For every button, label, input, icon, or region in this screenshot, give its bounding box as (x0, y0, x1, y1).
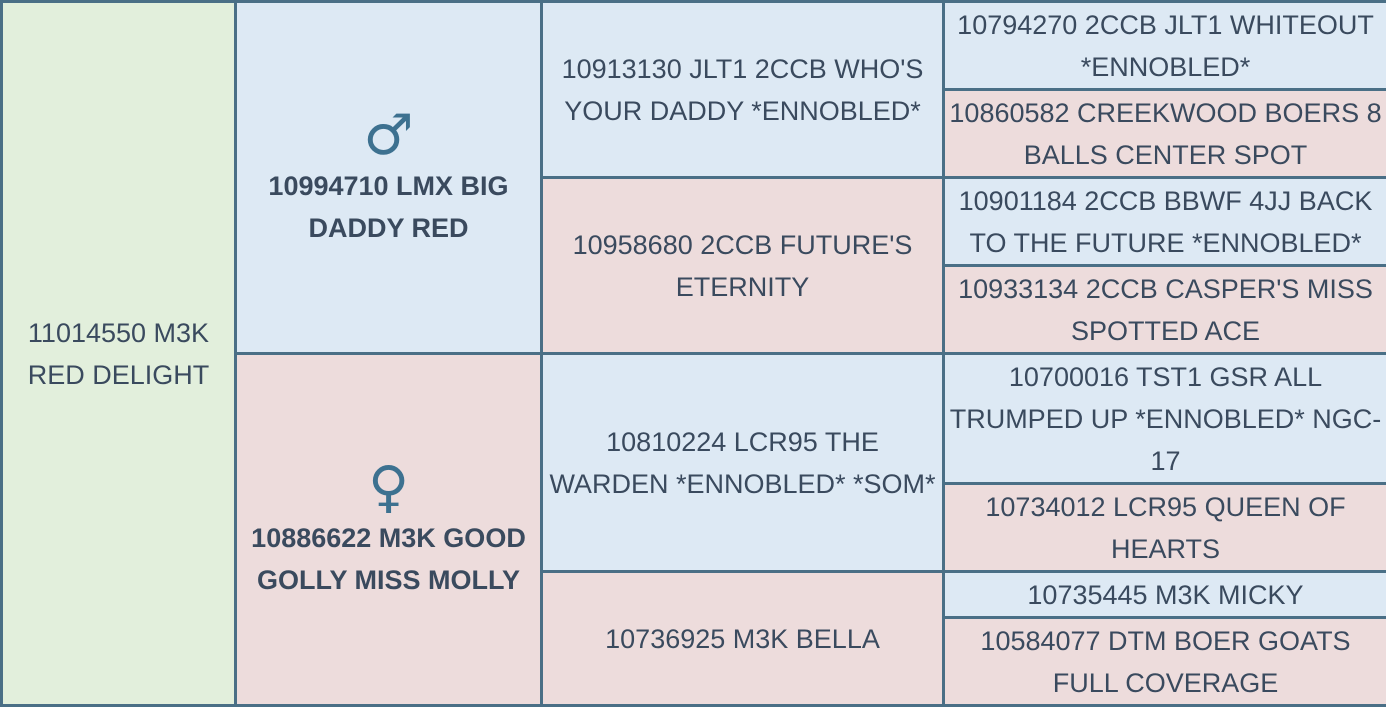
ggp-cell-8: 10584077 DTM BOER GOATS FULL COVERAGE (942, 616, 1386, 707)
ggp-name-5: 10700016 TST1 GSR ALL TRUMPED UP *ENNOBL… (949, 361, 1382, 476)
ggp-cell-4: 10933134 2CCB CASPER'S MISS SPOTTED ACE (942, 264, 1386, 355)
ggp-name-2: 10860582 CREEKWOOD BOERS 8 BALLS CENTER … (949, 97, 1382, 170)
paternal-granddam-cell: 10958680 2CCB FUTURE'S ETERNITY (540, 176, 945, 355)
ggp-name-8: 10584077 DTM BOER GOATS FULL COVERAGE (980, 625, 1351, 698)
ggp-name-6: 10734012 LCR95 QUEEN OF HEARTS (985, 491, 1346, 564)
dam-name: 10886622 M3K GOOD GOLLY MISS MOLLY (251, 522, 526, 595)
animal-cell: 11014550 M3K RED DELIGHT (0, 0, 237, 707)
paternal-grandsire-cell: 10913130 JLT1 2CCB WHO'S YOUR DADDY *ENN… (540, 0, 945, 179)
ggp-name-4: 10933134 2CCB CASPER'S MISS SPOTTED ACE (958, 273, 1373, 346)
maternal-grandsire-cell: 10810224 LCR95 THE WARDEN *ENNOBLED* *SO… (540, 352, 945, 573)
ggp-cell-5: 10700016 TST1 GSR ALL TRUMPED UP *ENNOBL… (942, 352, 1386, 485)
ggp-cell-3: 10901184 2CCB BBWF 4JJ BACK TO THE FUTUR… (942, 176, 1386, 267)
animal-name: 11014550 M3K RED DELIGHT (27, 317, 210, 390)
ggp-name-7: 10735445 M3K MICKY (1027, 579, 1304, 610)
female-symbol-icon: ♀ (367, 454, 409, 520)
maternal-grandsire-name: 10810224 LCR95 THE WARDEN *ENNOBLED* *SO… (549, 426, 936, 499)
paternal-granddam-name: 10958680 2CCB FUTURE'S ETERNITY (572, 229, 913, 302)
maternal-granddam-cell: 10736925 M3K BELLA (540, 570, 945, 707)
paternal-grandsire-name: 10913130 JLT1 2CCB WHO'S YOUR DADDY *ENN… (561, 53, 924, 126)
ggp-cell-6: 10734012 LCR95 QUEEN OF HEARTS (942, 482, 1386, 573)
ggp-name-3: 10901184 2CCB BBWF 4JJ BACK TO THE FUTUR… (958, 185, 1373, 258)
ggp-cell-1: 10794270 2CCB JLT1 WHITEOUT *ENNOBLED* (942, 0, 1386, 91)
sire-name: 10994710 LMX BIG DADDY RED (268, 170, 509, 243)
male-symbol-icon: ♂ (363, 102, 414, 168)
ggp-name-1: 10794270 2CCB JLT1 WHITEOUT *ENNOBLED* (957, 9, 1374, 82)
sire-cell: ♂ 10994710 LMX BIG DADDY RED (234, 0, 543, 355)
ggp-cell-7: 10735445 M3K MICKY (942, 570, 1386, 619)
dam-cell: ♀ 10886622 M3K GOOD GOLLY MISS MOLLY (234, 352, 543, 707)
ggp-cell-2: 10860582 CREEKWOOD BOERS 8 BALLS CENTER … (942, 88, 1386, 179)
maternal-granddam-name: 10736925 M3K BELLA (605, 623, 880, 654)
